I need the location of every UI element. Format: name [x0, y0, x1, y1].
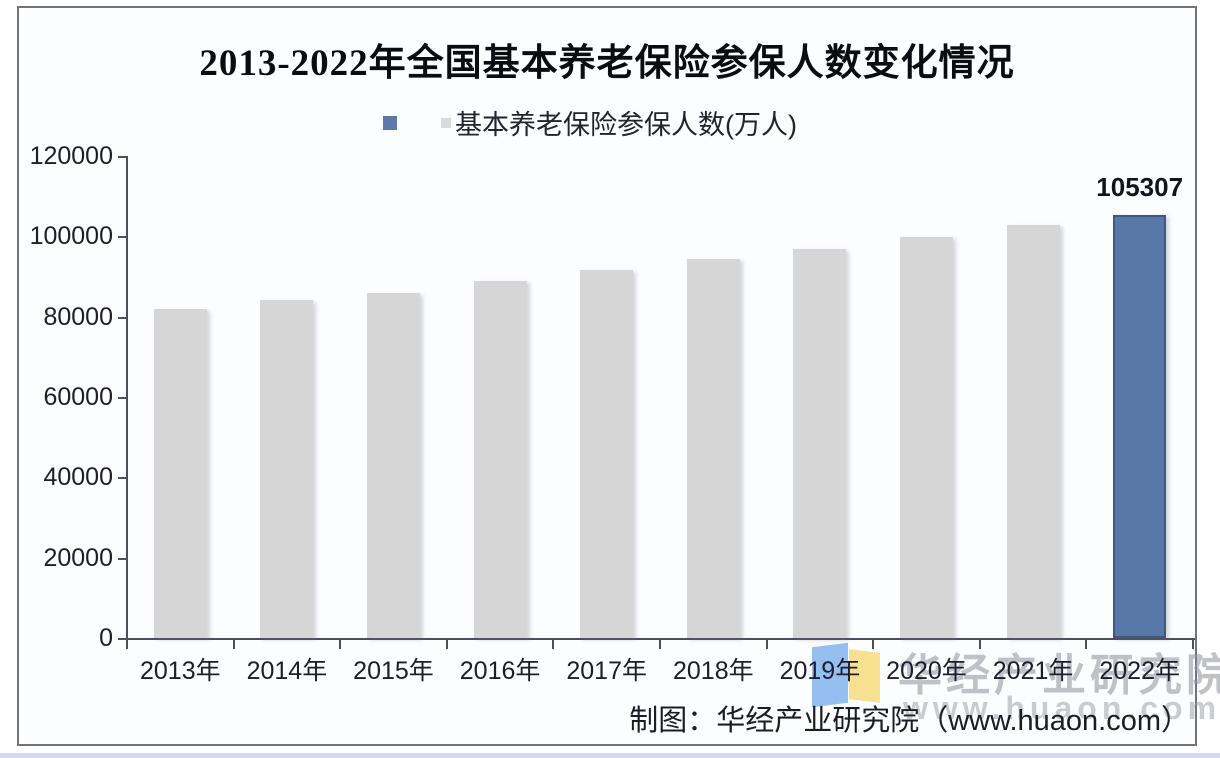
x-tick: [1085, 639, 1088, 649]
x-tick: [978, 639, 981, 649]
x-axis-label: 2017年: [566, 657, 647, 685]
x-axis-label: 2018年: [672, 657, 754, 685]
caption: 制图：华经产业研究院（www.huaon.com）: [629, 705, 1190, 737]
x-tick: [445, 639, 448, 649]
y-tick-label: 100000: [29, 222, 113, 251]
bar: [473, 281, 527, 638]
chart-title: 2013-2022年全国基本养老保险参保人数变化情况: [199, 43, 1015, 84]
y-tick: [118, 156, 127, 158]
y-tick: [118, 316, 127, 319]
legend-swatch-highlight-icon: [383, 116, 397, 130]
bar: [900, 236, 953, 638]
y-tick-label: 60000: [43, 383, 113, 411]
y-tick: [118, 557, 127, 560]
bar: [367, 293, 420, 638]
y-tick-label: 80000: [43, 302, 113, 331]
x-axis-label: 2020年: [886, 657, 967, 685]
y-tick-label: 40000: [43, 463, 113, 492]
y-tick: [118, 477, 127, 480]
bar: [580, 270, 634, 638]
bar-value-label: 105307: [1096, 172, 1184, 202]
y-tick-label: 20000: [43, 543, 113, 572]
legend-label: 基本养老保险参保人数(万人): [455, 110, 797, 140]
x-tick: [1192, 639, 1194, 649]
bar: [153, 308, 207, 638]
watermark-url-text: www.huaon.com: [903, 690, 1220, 726]
bar: [686, 259, 740, 638]
x-axis-label: 2016年: [459, 657, 541, 685]
bar: [1006, 224, 1060, 638]
x-tick: [872, 639, 875, 649]
x-axis-label: 2021年: [992, 657, 1074, 685]
x-tick: [232, 639, 235, 649]
x-tick: [765, 639, 768, 649]
y-axis-line: [126, 156, 128, 640]
x-axis-label: 2019年: [779, 657, 861, 685]
x-axis-label: 2013年: [139, 657, 221, 685]
x-axis-label: 2022年: [1099, 657, 1180, 685]
legend-swatch-default-icon: [441, 118, 451, 128]
y-tick: [118, 236, 127, 239]
bar-highlight: [1113, 215, 1167, 638]
y-tick: [118, 397, 127, 399]
watermark-brand-text: 华经产业研究院: [898, 651, 1220, 700]
y-tick-label: 0: [99, 624, 113, 652]
y-tick: [118, 638, 127, 640]
x-axis-label: 2014年: [246, 657, 328, 685]
x-axis-label: 2015年: [353, 657, 434, 685]
bar: [793, 249, 847, 638]
x-tick: [339, 639, 342, 649]
bottom-strip: [0, 753, 1220, 758]
x-tick: [552, 639, 555, 649]
x-tick: [659, 639, 661, 649]
bar: [260, 299, 314, 638]
x-tick: [126, 639, 128, 649]
y-tick-label: 120000: [29, 142, 113, 170]
